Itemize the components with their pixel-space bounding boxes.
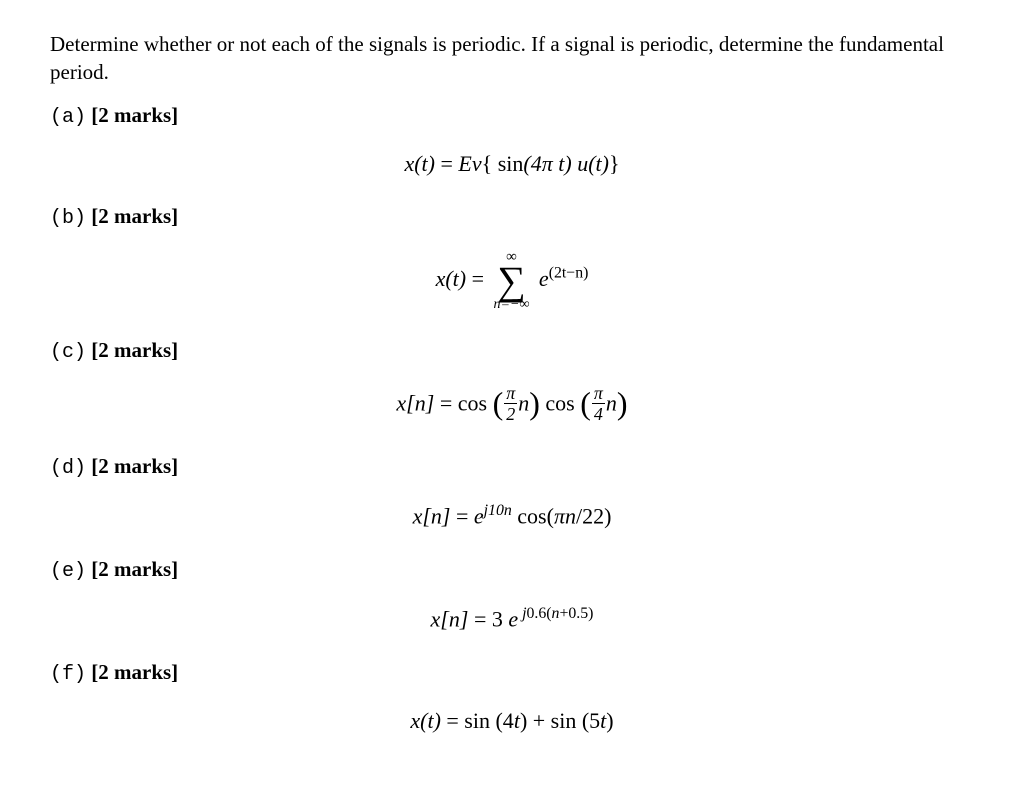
part-a-header: (a) [2 marks] xyxy=(50,101,974,131)
part-f-marks: [2 marks] xyxy=(91,660,178,684)
eq-c-var1: n xyxy=(518,391,529,416)
frac2-den: 4 xyxy=(592,404,605,423)
eq-a-lhs: x(t) xyxy=(404,151,435,176)
eq-d-lhs: x[n] xyxy=(413,503,451,528)
part-d-marks: [2 marks] xyxy=(91,454,178,478)
equation-a: x(t) = Ev{ sin(4π t) u(t)} xyxy=(50,149,974,179)
eq-c-fn1: cos xyxy=(458,391,487,416)
frac2-num: π xyxy=(592,384,605,404)
part-f-label: (f) xyxy=(50,663,86,686)
equation-d: x[n] = ej10n cos(πn/22) xyxy=(50,500,974,531)
eq-c-var2: n xyxy=(606,391,617,416)
part-e-marks: [2 marks] xyxy=(91,557,178,581)
part-d-label: (d) xyxy=(50,457,86,480)
eq-e-lhs: x[n] xyxy=(431,606,469,631)
part-b-label: (b) xyxy=(50,207,86,230)
part-f-header: (f) [2 marks] xyxy=(50,658,974,688)
equation-f: x(t) = sin (4t) + sin (5t) xyxy=(50,706,974,736)
part-c-marks: [2 marks] xyxy=(91,338,178,362)
intro-text: Determine whether or not each of the sig… xyxy=(50,30,974,87)
part-c-header: (c) [2 marks] xyxy=(50,336,974,366)
part-e-header: (e) [2 marks] xyxy=(50,555,974,585)
part-a-label: (a) xyxy=(50,106,86,129)
equation-c: x[n] = cos (π2n) cos (π4n) xyxy=(50,384,974,427)
equation-e: x[n] = 3 e j0.6(n+0.5) xyxy=(50,603,974,634)
eq-b-lhs: x(t) xyxy=(436,266,467,291)
eq-d-exp: j10n xyxy=(484,502,512,519)
frac1-den: 2 xyxy=(504,404,517,423)
sum-lower: n=−∞ xyxy=(494,298,530,312)
eq-b-exp: (2t−n) xyxy=(549,265,589,282)
frac1-num: π xyxy=(504,384,517,404)
part-c-label: (c) xyxy=(50,341,86,364)
part-b-header: (b) [2 marks] xyxy=(50,202,974,232)
eq-f-lhs: x(t) xyxy=(410,708,441,733)
part-a-marks: [2 marks] xyxy=(91,103,178,127)
eq-c-fn2: cos xyxy=(545,391,574,416)
part-d-header: (d) [2 marks] xyxy=(50,452,974,482)
eq-e-coef: 3 xyxy=(492,606,503,631)
part-e-label: (e) xyxy=(50,560,86,583)
equation-b: x(t) = ∞ ∑ n=−∞ e(2t−n) xyxy=(50,250,974,312)
summation: ∞ ∑ n=−∞ xyxy=(494,250,530,312)
part-b-marks: [2 marks] xyxy=(91,204,178,228)
eq-c-lhs: x[n] xyxy=(396,391,434,416)
